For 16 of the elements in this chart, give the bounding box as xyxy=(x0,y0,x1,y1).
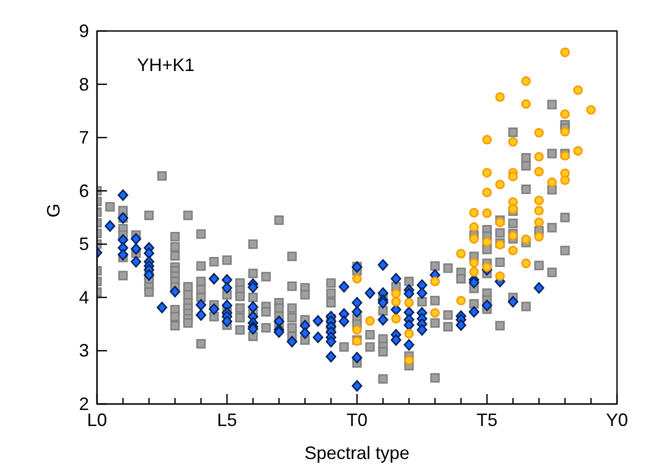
y-tick-label: 3 xyxy=(78,340,89,361)
y-tick-label: 7 xyxy=(78,128,89,148)
y-tick-label: 6 xyxy=(78,180,89,201)
x-axis-title: Spectral type xyxy=(304,443,410,463)
x-tick-label: L5 xyxy=(216,410,238,430)
y-tick-label: 4 xyxy=(78,287,89,308)
x-tick-label: Y0 xyxy=(606,410,628,430)
x-tick-label: L0 xyxy=(86,410,108,430)
x-tick-label: T5 xyxy=(476,410,498,430)
x-tick-label: T0 xyxy=(346,410,368,430)
y-tick-label: 2 xyxy=(78,394,89,414)
annotation: YH+K1 xyxy=(137,55,195,75)
y-axis-title: G xyxy=(43,203,64,218)
y-tick-label: 9 xyxy=(78,21,89,41)
y-tick-label: 8 xyxy=(78,74,89,94)
y-tick-label: 5 xyxy=(78,234,89,254)
